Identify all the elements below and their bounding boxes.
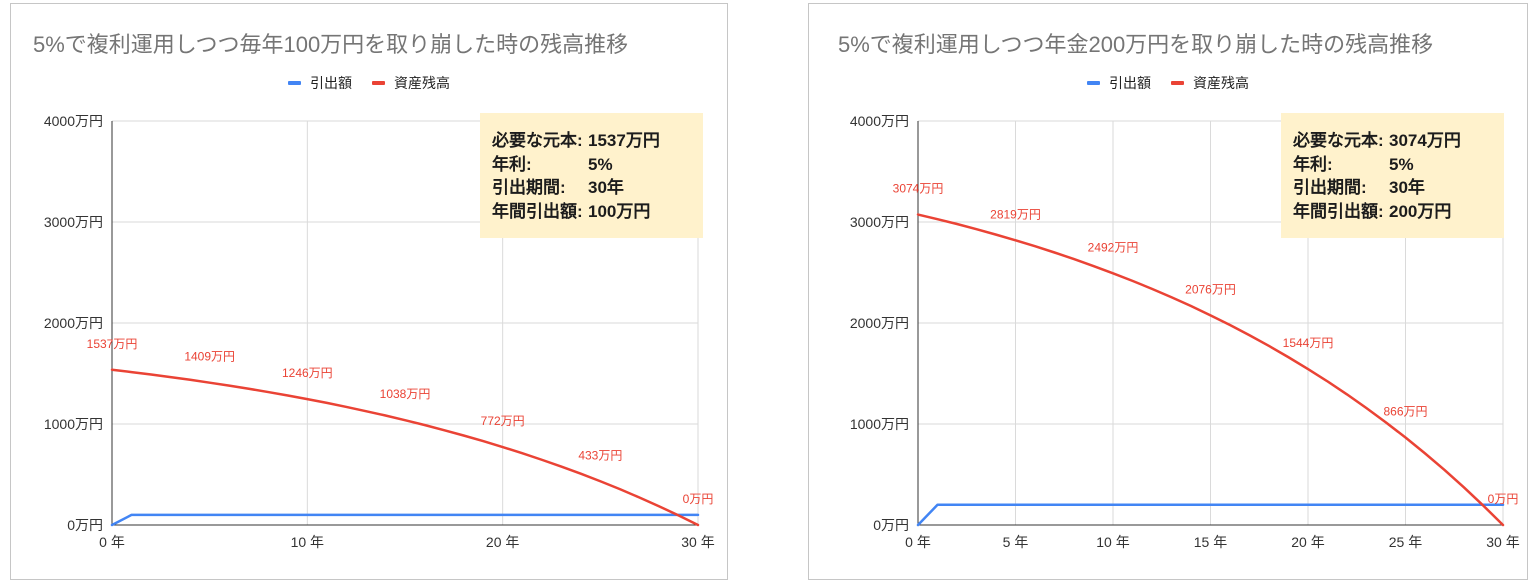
y-tick-label: 2000万円: [44, 315, 103, 331]
info-label: 年利:: [1293, 154, 1333, 174]
legend-swatch-withdrawal: [288, 81, 301, 85]
data-label: 0万円: [1488, 492, 1519, 506]
info-row-rate: 年利: 5%: [492, 153, 703, 177]
x-tick-label: 20 年: [1291, 534, 1324, 550]
data-label: 1038万円: [380, 387, 431, 401]
y-tick-label: 0万円: [873, 517, 909, 533]
legend: 引出額 資産残高: [11, 74, 727, 92]
plot-area: 0万円 1000万円 2000万円 3000万円 4000万円 0 年 5 年 10 年 15 …: [850, 113, 1520, 550]
info-value: 30年: [588, 178, 624, 197]
x-tick-label: 25 年: [1389, 534, 1422, 550]
info-box: 必要な元本: 3074万円 年利: 5% 引出期間: 30年 年間引出額: 20…: [1281, 113, 1504, 238]
legend: 引出額 資産残高: [809, 74, 1527, 92]
data-label: 2076万円: [1185, 282, 1236, 296]
y-tick-label: 1000万円: [850, 416, 909, 432]
legend-item-balance: 資産残高: [372, 74, 450, 92]
info-value: 100万円: [588, 201, 651, 221]
legend-swatch-balance: [1171, 81, 1184, 85]
info-label: 年間引出額:: [492, 201, 583, 221]
y-tick-label: 3000万円: [850, 214, 909, 230]
legend-label-balance: 資産残高: [1193, 75, 1249, 91]
info-row-period: 引出期間: 30年: [492, 176, 703, 200]
data-label: 866万円: [1383, 405, 1427, 419]
y-tick-label: 0万円: [67, 517, 103, 533]
info-row-principal: 必要な元本: 1537万円: [492, 129, 703, 153]
balance-line: [110, 368, 700, 527]
legend-item-balance: 資産残高: [1171, 74, 1249, 92]
withdrawal-line: [110, 513, 700, 527]
data-label: 1537万円: [87, 337, 138, 351]
x-tick-label: 30 年: [681, 534, 714, 550]
info-label: 引出期間:: [492, 178, 566, 197]
chart-card-annual-withdrawal-100: 5%で複利運用しつつ毎年100万円を取り崩した時の残高推移 引出額 資産残高 0…: [10, 3, 728, 580]
info-label: 必要な元本:: [1293, 131, 1384, 150]
info-value: 5%: [588, 154, 613, 174]
x-tick-label: 0 年: [99, 534, 125, 550]
y-tick-label: 4000万円: [44, 113, 103, 129]
data-label: 433万円: [578, 448, 622, 462]
info-value: 30年: [1389, 178, 1425, 197]
x-tick-label: 10 年: [1096, 534, 1129, 550]
chart-title: 5%で複利運用しつつ年金200万円を取り崩した時の残高推移: [838, 32, 1434, 57]
x-tick-label: 5 年: [1003, 534, 1029, 550]
info-row-annual-withdrawal: 年間引出額: 100万円: [492, 200, 703, 224]
legend-item-withdrawal: 引出額: [288, 74, 352, 92]
y-tick-label: 2000万円: [850, 315, 909, 331]
chart-title: 5%で複利運用しつつ毎年100万円を取り崩した時の残高推移: [33, 32, 629, 57]
data-label: 2492万円: [1088, 240, 1139, 254]
legend-label-withdrawal: 引出額: [1109, 75, 1151, 91]
data-label: 2819万円: [990, 207, 1041, 221]
plot-area: 0万円 1000万円 2000万円 3000万円 4000万円 0 年 10 年 20 年 30…: [44, 113, 715, 550]
legend-swatch-withdrawal: [1087, 81, 1100, 85]
info-row-rate: 年利: 5%: [1293, 153, 1504, 177]
data-label: 772万円: [481, 414, 525, 428]
info-value: 200万円: [1389, 201, 1452, 221]
info-value: 3074万円: [1389, 131, 1461, 150]
x-tick-label: 20 年: [486, 534, 519, 550]
withdrawal-line: [916, 503, 1505, 527]
info-box: 必要な元本: 1537万円 年利: 5% 引出期間: 30年 年間引出額: 10…: [480, 113, 703, 238]
x-tick-label: 15 年: [1194, 534, 1227, 550]
info-row-period: 引出期間: 30年: [1293, 176, 1504, 200]
data-label: 1409万円: [184, 350, 235, 364]
legend-label-balance: 資産残高: [394, 75, 450, 91]
info-label: 年利:: [492, 154, 532, 174]
x-tick-label: 30 年: [1486, 534, 1519, 550]
info-row-principal: 必要な元本: 3074万円: [1293, 129, 1504, 153]
chart-card-pension-withdrawal-200: 5%で複利運用しつつ年金200万円を取り崩した時の残高推移 引出額 資産残高 0…: [808, 3, 1528, 580]
legend-item-withdrawal: 引出額: [1087, 74, 1151, 92]
balance-line: [916, 213, 1505, 527]
info-label: 必要な元本:: [492, 131, 583, 150]
info-value: 5%: [1389, 154, 1414, 174]
y-tick-label: 1000万円: [44, 416, 103, 432]
legend-label-withdrawal: 引出額: [310, 75, 352, 91]
y-tick-label: 3000万円: [44, 214, 103, 230]
y-tick-label: 4000万円: [850, 113, 909, 129]
data-label: 0万円: [683, 492, 714, 506]
legend-swatch-balance: [372, 81, 385, 85]
info-row-annual-withdrawal: 年間引出額: 200万円: [1293, 200, 1504, 224]
x-tick-label: 0 年: [905, 534, 931, 550]
data-label: 1544万円: [1283, 336, 1334, 350]
data-label: 1246万円: [282, 366, 333, 380]
x-tick-label: 10 年: [291, 534, 324, 550]
data-label: 3074万円: [893, 182, 944, 196]
info-label: 引出期間:: [1293, 178, 1367, 197]
info-value: 1537万円: [588, 131, 660, 150]
info-label: 年間引出額:: [1293, 201, 1384, 221]
